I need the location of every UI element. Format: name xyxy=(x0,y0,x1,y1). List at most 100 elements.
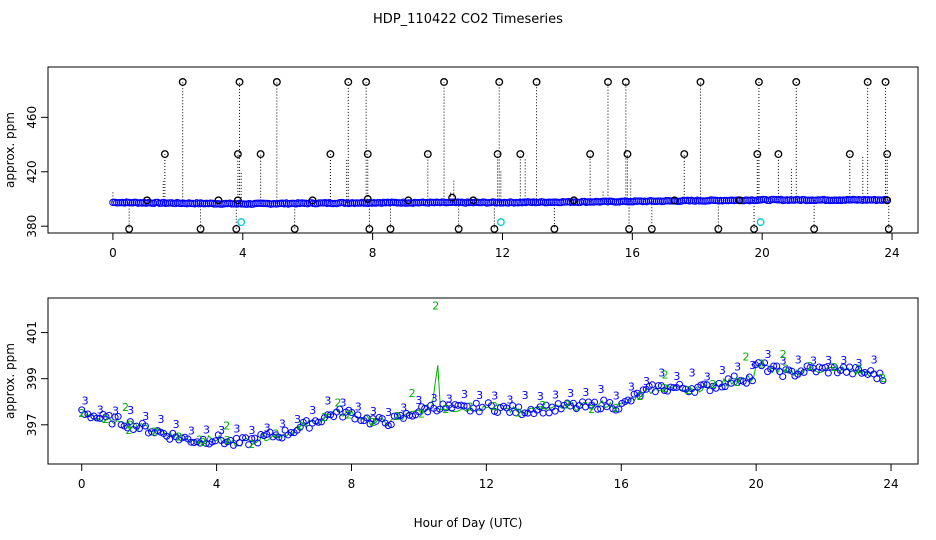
outlier-point xyxy=(696,78,705,86)
outlier-point xyxy=(754,78,763,86)
x-tick-label: 20 xyxy=(755,246,770,260)
y-tick-label: 399 xyxy=(25,367,39,390)
baseline-point xyxy=(109,198,117,207)
series-3-point xyxy=(324,411,332,419)
series-3-point xyxy=(251,434,259,442)
baseline-point xyxy=(117,198,125,207)
series-3-point xyxy=(761,359,769,367)
series-3-point xyxy=(260,432,268,440)
series-2-glyph: 2 xyxy=(612,402,619,415)
series-3-point xyxy=(424,408,432,416)
baseline-point xyxy=(798,196,807,204)
outlier-point xyxy=(386,224,395,233)
series-3-glyph: 3 xyxy=(157,413,164,426)
series-2-glyph: 2 xyxy=(409,387,416,400)
outlier-point xyxy=(365,224,374,233)
series-2-glyph: 2 xyxy=(564,398,571,411)
series-3-point xyxy=(742,379,750,387)
series-3-point xyxy=(785,366,793,374)
series-3-glyph: 3 xyxy=(582,386,589,399)
series-3-point xyxy=(305,424,313,432)
baseline-point xyxy=(722,196,731,205)
x-tick-label: 8 xyxy=(348,477,356,491)
series-2-glyph: 2 xyxy=(432,300,439,313)
series-3-point xyxy=(105,411,113,419)
series-3-point xyxy=(278,434,286,442)
series-3-point xyxy=(281,426,289,434)
series-3-point xyxy=(827,363,835,371)
series-3-point xyxy=(108,420,116,428)
x-tick-label: 8 xyxy=(369,246,377,260)
series-3-glyph: 3 xyxy=(491,389,498,402)
series-3-glyph: 3 xyxy=(871,353,878,366)
series-3-glyph: 3 xyxy=(97,403,104,416)
mid-point xyxy=(308,196,317,205)
series-3-glyph: 3 xyxy=(112,404,119,417)
series-3-glyph: 3 xyxy=(734,361,741,374)
series-3-point xyxy=(545,409,553,417)
mid-point xyxy=(883,196,892,205)
series-3-point xyxy=(721,383,729,391)
series-3-point xyxy=(615,405,623,413)
outlier-point xyxy=(883,150,892,159)
series-3-point xyxy=(469,404,477,412)
baseline-point xyxy=(471,198,479,206)
baseline-point xyxy=(187,199,195,208)
series-3-glyph: 3 xyxy=(810,354,817,367)
series-3-point xyxy=(773,362,781,370)
series-3-point xyxy=(849,370,857,378)
series-3-glyph: 3 xyxy=(673,370,680,383)
x-tick-label: 0 xyxy=(78,477,86,491)
series-3-point xyxy=(248,435,256,443)
series-3-point xyxy=(736,377,744,385)
series-3-point xyxy=(776,368,784,376)
outlier-point xyxy=(753,150,762,159)
outlier-point xyxy=(493,150,502,159)
series-3-point xyxy=(135,425,143,433)
series-2-glyph: 2 xyxy=(151,425,158,438)
series-3-point xyxy=(700,380,708,388)
outlier-point xyxy=(290,224,299,233)
series-2-glyph: 2 xyxy=(831,361,838,374)
series-2-glyph: 2 xyxy=(418,407,425,420)
y-tick-label: 380 xyxy=(25,215,39,238)
series-3-point xyxy=(384,422,392,430)
series-3-point xyxy=(612,406,620,414)
series-2-glyph: 2 xyxy=(661,382,668,395)
series-3-point xyxy=(478,403,486,411)
series-3-glyph: 3 xyxy=(476,389,483,402)
series-2-glyph: 2 xyxy=(103,413,110,426)
series-3-point xyxy=(600,396,608,404)
series-3-glyph: 3 xyxy=(264,422,271,435)
series-3-point xyxy=(542,401,550,409)
series-2-glyph: 2 xyxy=(879,372,886,385)
series-2-glyph: 2 xyxy=(588,403,595,416)
series-3-point xyxy=(569,399,577,407)
baseline-point xyxy=(555,198,563,207)
series-3-point xyxy=(779,373,787,381)
outlier-point xyxy=(362,78,371,86)
series-3-glyph: 3 xyxy=(461,388,468,401)
series-2-glyph: 2 xyxy=(272,428,279,441)
outlier-point xyxy=(178,78,187,86)
series-3-glyph: 3 xyxy=(188,425,195,438)
series-2-glyph: 2 xyxy=(125,424,132,437)
series-3-glyph: 3 xyxy=(552,389,559,402)
baseline-point xyxy=(814,196,822,204)
outlier-point xyxy=(586,150,595,159)
series-3-glyph: 3 xyxy=(370,405,377,418)
outlier-point xyxy=(495,78,504,86)
outlier-point xyxy=(490,224,499,233)
series-3-point xyxy=(591,398,599,406)
outlier-point xyxy=(454,224,463,233)
series-3-glyph: 3 xyxy=(431,392,438,405)
series-3-point xyxy=(551,407,559,415)
series-3-point xyxy=(460,402,468,410)
baseline-point xyxy=(650,197,659,206)
series-3-point xyxy=(800,368,808,376)
series-3-point xyxy=(166,435,174,443)
series-3-glyph: 3 xyxy=(855,357,862,370)
series-3-point xyxy=(302,417,310,425)
series-2-glyph: 2 xyxy=(223,419,230,432)
series-3-glyph: 3 xyxy=(446,392,453,405)
